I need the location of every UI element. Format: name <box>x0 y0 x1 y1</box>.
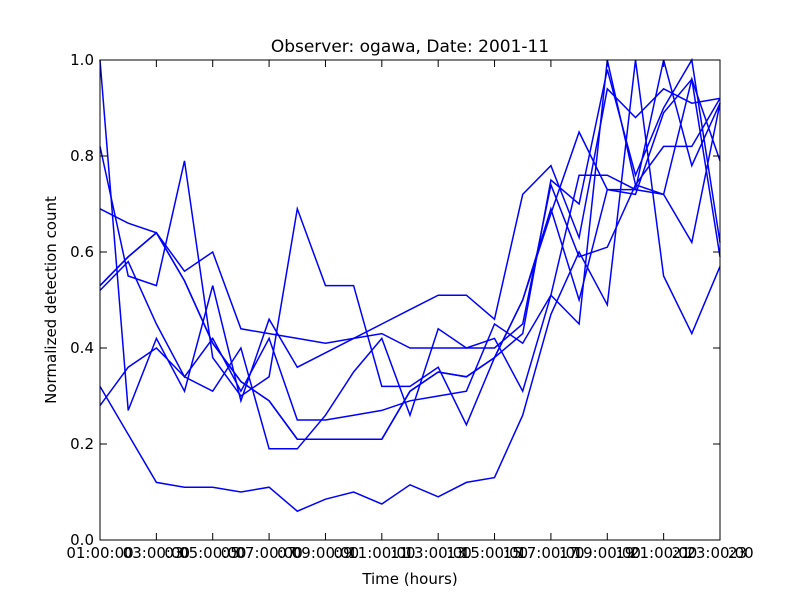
series-line-2 <box>99 59 721 411</box>
x-axis-label: Time (hours) <box>361 570 457 588</box>
y-tick-label: 0.0 <box>70 531 94 549</box>
series-line-5 <box>99 76 721 394</box>
x-tick-label: 19:00:00 <box>574 544 641 562</box>
x-tick-label-overlap: 15 <box>503 544 522 562</box>
y-tick-label: 1.0 <box>70 51 94 69</box>
x-tick-label-overlap: 09 <box>333 544 352 562</box>
x-tick-label-overlap: 03 <box>164 544 183 562</box>
x-tick-label: 21:00:00 <box>630 544 697 562</box>
x-tick-label: 07:00:00 <box>235 544 302 562</box>
series-line-3 <box>99 103 721 450</box>
series-line-4 <box>99 59 721 421</box>
x-tick-label: 09:00:00 <box>292 544 359 562</box>
x-tick-label: 01:00:00 <box>66 544 133 562</box>
series-line-1 <box>99 59 721 513</box>
x-tick-label-overlap: 19 <box>615 544 634 562</box>
series-line-6 <box>99 57 721 427</box>
x-tick-label-overlap: 21 <box>672 544 691 562</box>
y-tick-label: 0.4 <box>70 339 94 357</box>
chart-title: Observer: ogawa, Date: 2001-11 <box>271 37 549 57</box>
y-tick-label: 0.8 <box>70 147 94 165</box>
x-tick-label: 11:00:00 <box>348 544 415 562</box>
x-tick-label-overlap: 13 <box>446 544 465 562</box>
series-line-8 <box>99 59 721 440</box>
x-tick-label-overlap: 07 <box>277 544 296 562</box>
x-tick-label: 15:00:00 <box>461 544 528 562</box>
y-tick-label: 0.2 <box>70 435 94 453</box>
x-tick-label-overlap: 23 <box>728 544 747 562</box>
x-tick-label-overlap: 05 <box>221 544 240 562</box>
axis-ticks: 01:00:0003:00:0005:00:0007:00:0009:00:00… <box>66 51 753 562</box>
x-tick-label: 03:00:00 <box>123 544 190 562</box>
y-tick-label: 0.6 <box>70 243 94 261</box>
plot-frame <box>99 59 721 541</box>
y-axis-label: Normalized detection count <box>42 196 60 404</box>
x-tick-label: 05:00:00 <box>179 544 246 562</box>
x-tick-label-overlap: 11 <box>390 544 409 562</box>
x-tick-label: 17:00:00 <box>517 544 584 562</box>
x-tick-label: 23:00:00 <box>686 544 753 562</box>
x-tick-label-overlap: 17 <box>559 544 578 562</box>
plot-area <box>99 57 721 513</box>
x-tick-label: 13:00:00 <box>404 544 471 562</box>
